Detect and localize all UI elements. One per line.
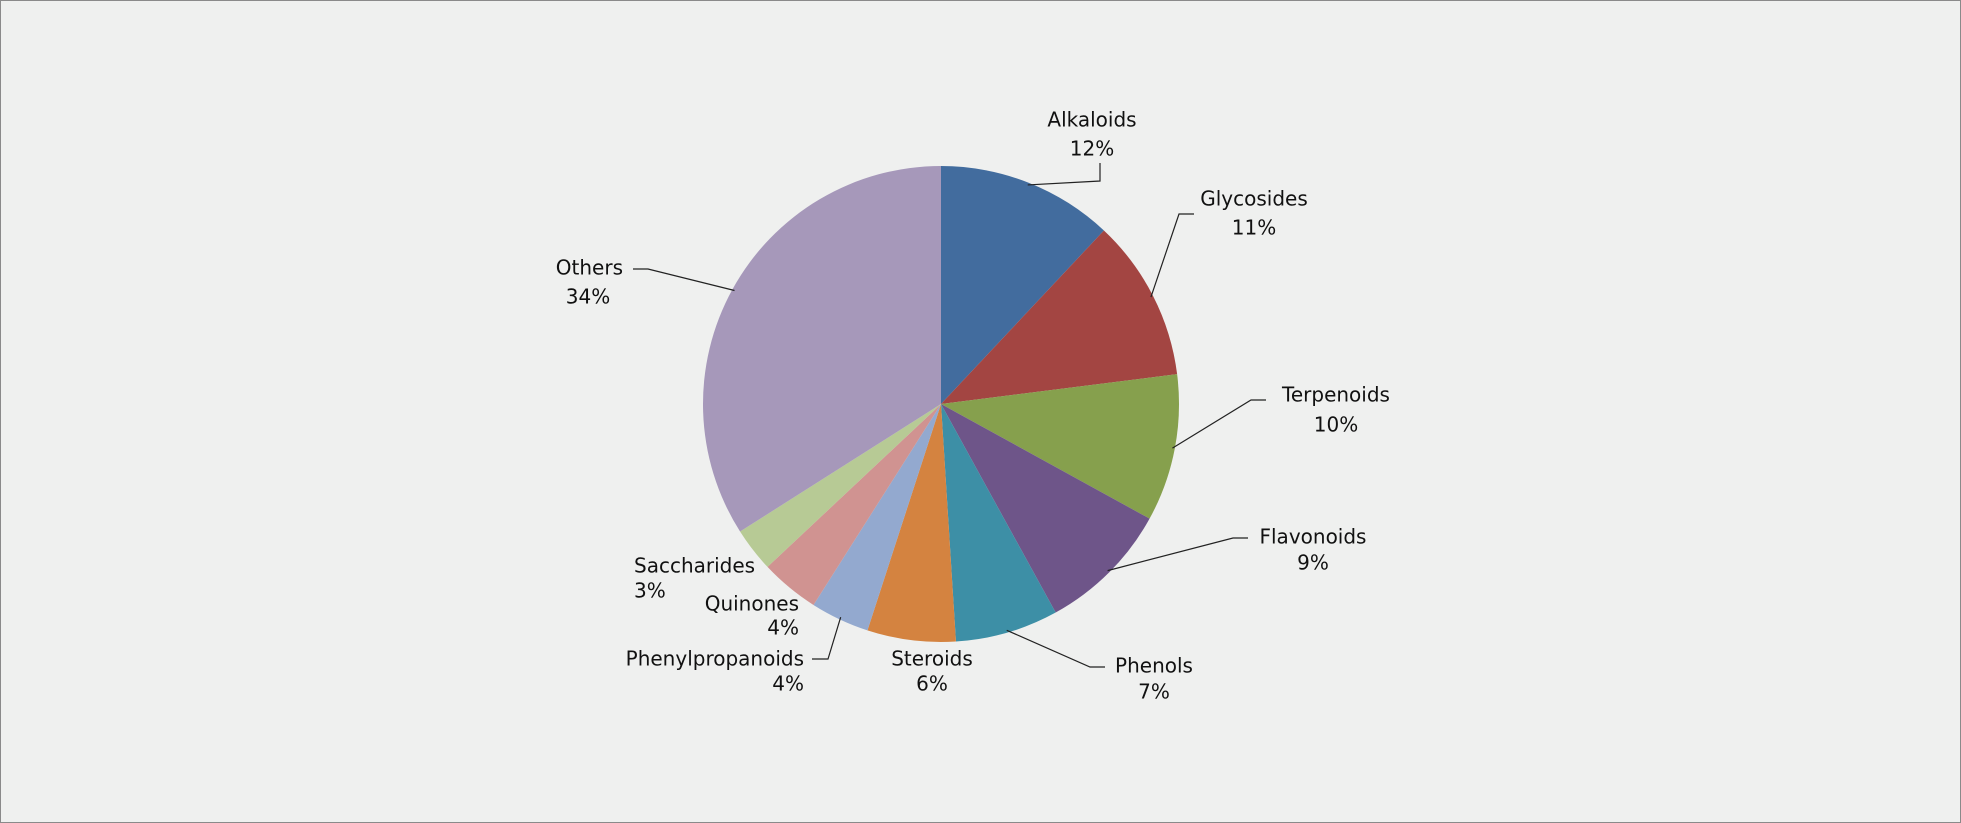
value-label: 34% [566,285,610,309]
value-label: 9% [1297,551,1329,575]
value-label: 12% [1070,137,1114,161]
pie-slice [941,404,1150,613]
pie-slice [941,374,1180,519]
slice-label: Saccharides [634,554,755,578]
value-label: 6% [916,672,948,696]
pie-slice [941,166,1104,404]
pie-slice [767,404,941,605]
slice-label: Glycosides [1200,187,1308,211]
value-label: 4% [772,672,804,696]
slice-label: Terpenoids [1281,383,1390,407]
leader-line [1027,163,1101,186]
pie-slice [941,404,1056,642]
slice-label: Phenylpropanoids [626,647,804,671]
leader-line [1006,629,1105,668]
slice-label: Phenols [1115,654,1193,678]
leader-line [633,268,735,292]
pie-slice [813,404,941,631]
pie-slice [867,404,956,642]
leader-line [1172,399,1266,449]
slice-label: Steroids [891,647,973,671]
slice-label: Alkaloids [1047,108,1136,132]
pie-slice [941,230,1178,404]
slice-label: Flavonoids [1260,525,1367,549]
pie-slice [703,166,941,532]
value-label: 3% [634,579,666,603]
pie-slice [740,404,941,567]
slice-label: Quinones [705,592,799,616]
leader-line [1107,537,1248,572]
slice-label: Others [556,256,623,280]
value-label: 11% [1232,216,1276,240]
value-label: 4% [767,616,799,640]
value-label: 7% [1138,680,1170,704]
leader-line [1150,213,1194,298]
leader-line [812,617,842,660]
value-label: 10% [1314,413,1358,437]
